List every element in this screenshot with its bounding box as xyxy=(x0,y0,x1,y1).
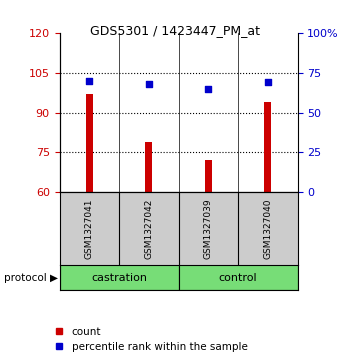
Bar xyxy=(60,265,178,290)
Bar xyxy=(264,102,271,192)
Text: castration: castration xyxy=(91,273,147,283)
Point xyxy=(86,78,92,83)
Text: GDS5301 / 1423447_PM_at: GDS5301 / 1423447_PM_at xyxy=(90,24,260,37)
Point xyxy=(205,86,211,91)
Text: GSM1327042: GSM1327042 xyxy=(144,199,153,259)
Point xyxy=(146,81,152,87)
Point xyxy=(265,79,271,85)
Legend: count, percentile rank within the sample: count, percentile rank within the sample xyxy=(51,322,252,356)
Text: control: control xyxy=(219,273,257,283)
Text: GSM1327039: GSM1327039 xyxy=(204,198,213,259)
Text: protocol ▶: protocol ▶ xyxy=(4,273,57,283)
Text: GSM1327041: GSM1327041 xyxy=(85,199,94,259)
Bar xyxy=(86,94,93,192)
Bar xyxy=(145,142,152,192)
Text: GSM1327040: GSM1327040 xyxy=(263,199,272,259)
Bar xyxy=(205,160,212,192)
Bar xyxy=(178,265,298,290)
